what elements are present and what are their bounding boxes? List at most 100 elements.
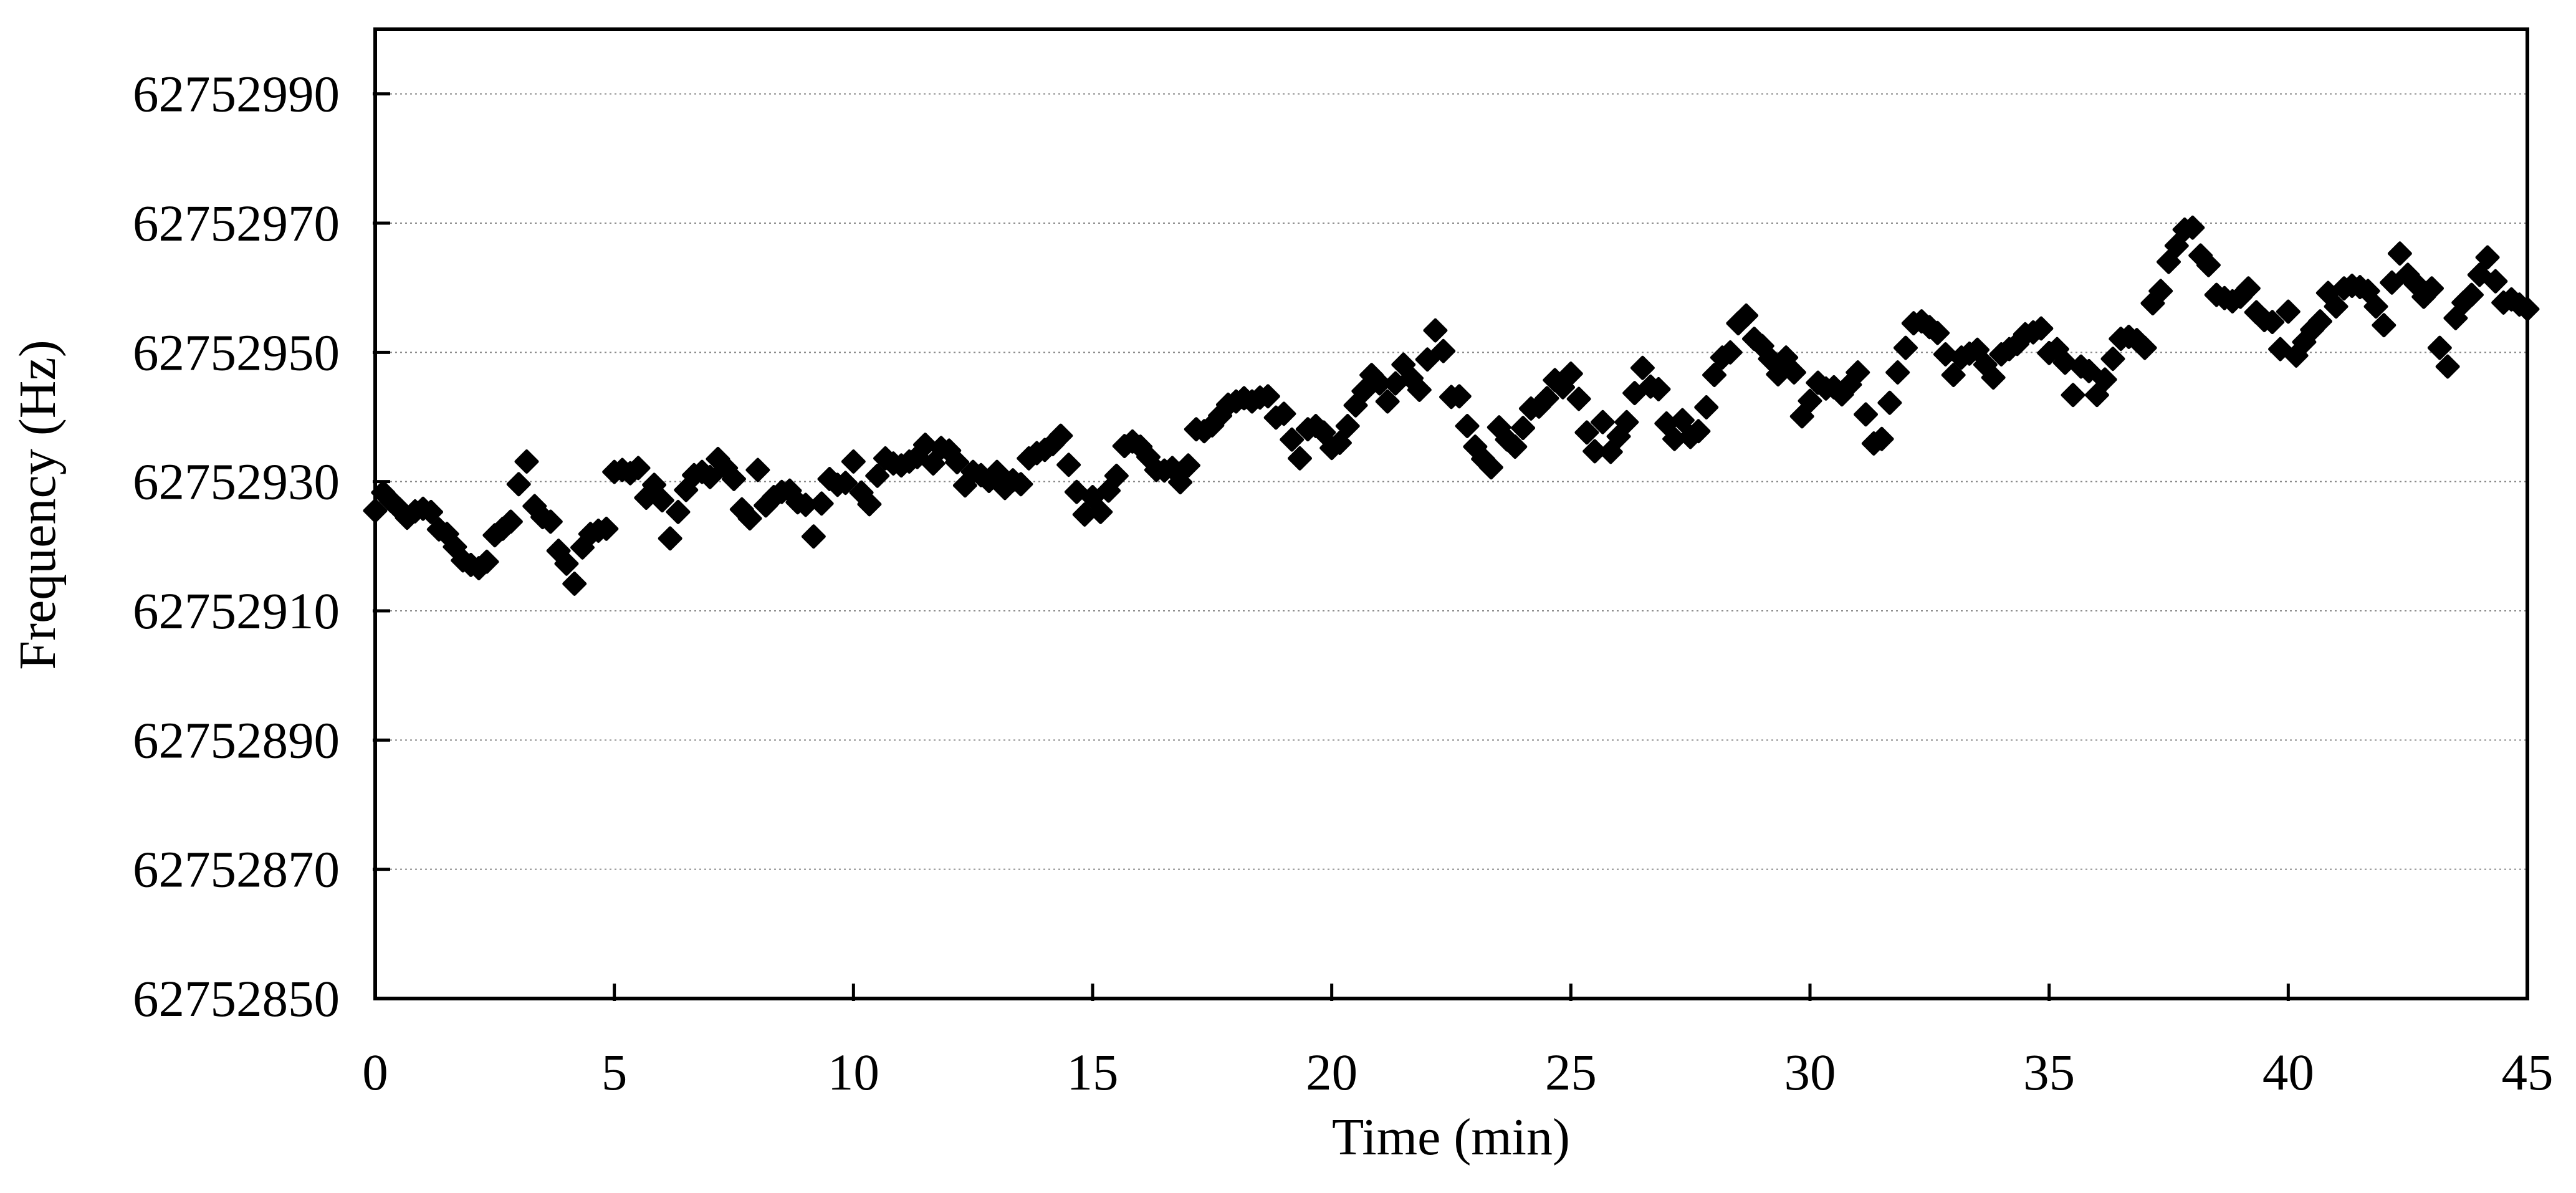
data-point-marker — [697, 464, 722, 489]
data-point-marker — [1925, 320, 1950, 345]
data-point-marker — [1981, 365, 2006, 390]
x-tick-label: 10 — [828, 1043, 879, 1101]
data-point-marker — [2092, 367, 2117, 392]
data-point-marker — [1423, 318, 1448, 343]
data-point-marker — [841, 449, 866, 474]
data-point-marker — [2180, 215, 2205, 240]
data-point-marker — [1941, 363, 1966, 388]
data-point-marker — [2307, 309, 2332, 334]
x-tick-label: 30 — [1784, 1043, 1836, 1101]
data-point-marker — [658, 526, 682, 551]
data-point-marker — [1670, 408, 1695, 433]
y-tick-label: 62752890 — [133, 711, 340, 769]
data-point-marker — [2077, 358, 2102, 383]
data-point-marker — [1375, 389, 1400, 414]
data-point-marker — [1447, 384, 1472, 409]
data-point-marker — [1056, 453, 1081, 477]
x-tick-label: 35 — [2023, 1043, 2075, 1101]
x-tick-label: 45 — [2502, 1043, 2554, 1101]
data-point-marker — [2443, 305, 2468, 330]
y-tick-label: 62752930 — [133, 453, 340, 510]
data-point-marker — [1598, 439, 1623, 464]
data-point-marker — [1088, 499, 1113, 524]
data-point-marker — [1734, 303, 1759, 328]
data-point-marker — [865, 463, 890, 488]
x-tick-label: 20 — [1306, 1043, 1357, 1101]
data-point-marker — [945, 450, 970, 475]
data-point-marker — [642, 472, 667, 497]
data-point-marker — [1558, 362, 1583, 386]
data-point-marker — [2459, 282, 2484, 307]
data-point-marker — [1877, 390, 1902, 415]
data-point-marker — [1008, 472, 1033, 497]
data-point-marker — [554, 551, 579, 576]
data-point-marker — [1478, 455, 1503, 480]
data-point-marker — [506, 472, 531, 497]
y-tick-label: 62752870 — [133, 841, 340, 898]
data-point-marker — [1694, 395, 1719, 419]
data-point-marker — [1574, 420, 1599, 445]
data-point-marker — [2355, 279, 2380, 304]
x-axis-title: Time (min) — [1332, 1108, 1570, 1166]
data-point-marker — [737, 506, 762, 531]
data-point-marker — [1104, 463, 1129, 488]
data-point-marker — [1869, 426, 1894, 451]
data-point-marker — [514, 449, 539, 474]
y-tick-label: 62752970 — [133, 194, 340, 252]
data-point-marker — [1702, 363, 1727, 388]
data-point-marker — [2132, 335, 2157, 360]
data-point-marker — [801, 524, 826, 549]
data-point-marker — [2157, 249, 2181, 274]
data-point-marker — [2363, 294, 2388, 319]
data-point-marker — [2100, 347, 2125, 371]
data-point-marker — [2372, 313, 2396, 338]
data-point-marker — [722, 467, 746, 492]
data-point-marker — [2427, 335, 2452, 360]
data-point-marker — [1686, 419, 1711, 444]
data-points-group — [363, 215, 2540, 596]
data-point-marker — [1415, 347, 1440, 372]
data-point-marker — [1646, 376, 1671, 401]
y-axis-title: Frequency (Hz) — [9, 340, 67, 669]
data-point-marker — [1718, 340, 1743, 365]
data-point-marker — [2196, 252, 2221, 277]
x-tick-label: 40 — [2262, 1043, 2314, 1101]
data-point-marker — [2324, 294, 2349, 319]
data-point-marker — [594, 516, 619, 541]
data-point-marker — [809, 491, 834, 516]
data-point-marker — [649, 488, 674, 513]
data-point-marker — [1798, 388, 1822, 413]
data-point-marker — [2467, 262, 2492, 287]
data-point-marker — [666, 499, 691, 524]
data-point-marker — [1511, 416, 1536, 441]
data-point-marker — [2061, 383, 2085, 408]
data-point-marker — [2084, 383, 2109, 408]
data-point-marker — [2260, 310, 2285, 335]
data-point-marker — [1566, 386, 1591, 411]
data-point-marker — [1335, 414, 1360, 439]
data-point-marker — [1614, 410, 1639, 434]
data-point-marker — [1407, 377, 1432, 402]
data-point-marker — [1789, 404, 1814, 429]
plot-border — [373, 27, 2529, 1000]
y-tick-label: 62752910 — [133, 582, 340, 640]
data-point-marker — [562, 571, 587, 596]
data-point-marker — [2475, 245, 2500, 270]
data-point-marker — [2435, 354, 2460, 379]
data-point-marker — [1351, 379, 1376, 404]
data-point-marker — [419, 499, 444, 524]
y-tick-label: 62752950 — [133, 323, 340, 381]
data-point-marker — [1288, 446, 1313, 471]
data-point-marker — [2483, 269, 2508, 294]
data-point-marker — [1590, 410, 1615, 434]
x-tick-label: 25 — [1545, 1043, 1597, 1101]
data-point-marker — [2164, 233, 2189, 258]
data-point-marker — [1630, 355, 1655, 380]
data-point-marker — [2420, 276, 2444, 301]
data-point-marker — [538, 509, 563, 534]
x-tick-label: 0 — [362, 1043, 388, 1101]
data-point-marker — [1885, 360, 1910, 385]
data-point-marker — [1327, 430, 1352, 455]
data-point-marker — [1893, 335, 1918, 360]
